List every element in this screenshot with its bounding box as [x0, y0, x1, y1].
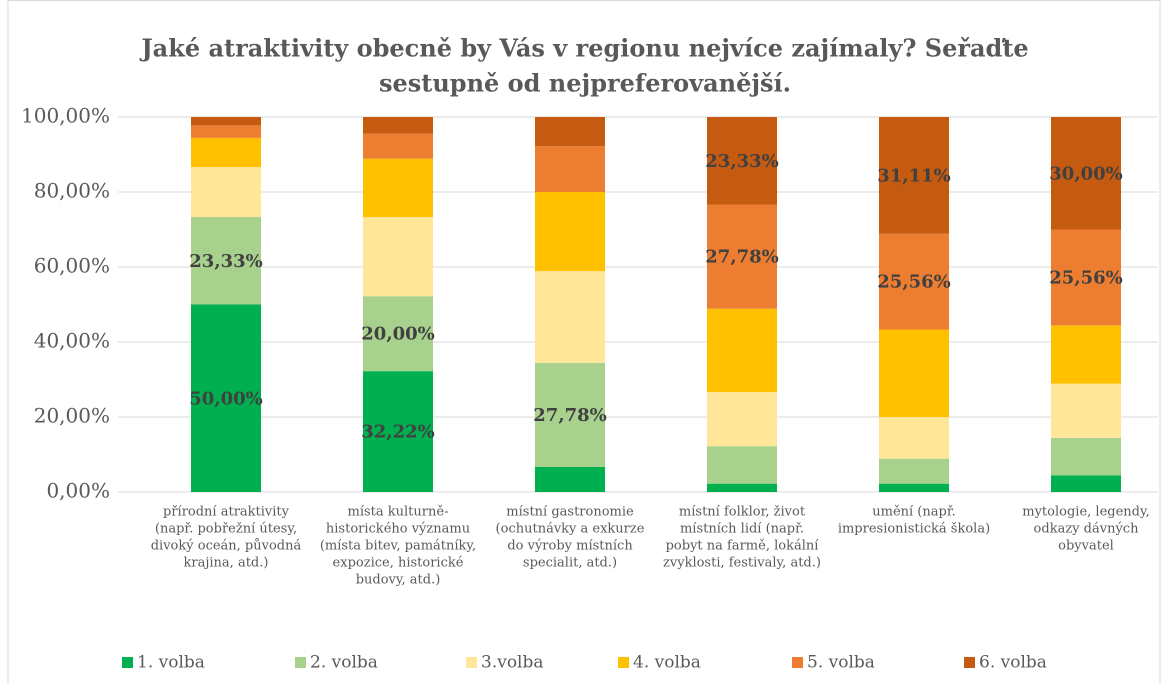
- data-label: 50,00%: [189, 388, 262, 409]
- bar-segment: [1051, 437, 1121, 476]
- x-tick-label: odkazy dávných: [1034, 522, 1140, 537]
- x-tick-label: (ochutnávky a exkurze: [496, 522, 645, 537]
- x-tick-label: místní gastronomie: [506, 505, 634, 520]
- x-tick-label: pobyt na farmě, lokální: [666, 539, 820, 554]
- data-label: 20,00%: [361, 324, 434, 345]
- x-tick-label: expozice, historické: [333, 556, 464, 571]
- bar-segment: [707, 446, 777, 484]
- legend-label: 3.volba: [481, 653, 544, 673]
- y-tick-label: 20,00%: [34, 404, 110, 428]
- bar-segment: [879, 329, 949, 417]
- bar-segment: [191, 125, 261, 138]
- data-label: 31,11%: [877, 165, 950, 186]
- x-tick-label: (např. pobřežní útesy,: [155, 522, 297, 537]
- bar-segment: [1051, 325, 1121, 384]
- legend-swatch: [792, 657, 803, 668]
- y-tick-label: 100,00%: [21, 104, 110, 128]
- bar-segment: [1051, 475, 1121, 492]
- y-tick-label: 40,00%: [34, 329, 110, 353]
- x-tick-label: místa kulturně-: [348, 505, 449, 520]
- x-tick-label: místních lidí (např.: [680, 522, 804, 537]
- legend-label: 5. volba: [807, 653, 875, 673]
- x-tick-label: zvyklosti, festivaly, atd.): [663, 556, 821, 571]
- x-tick-label: divoký oceán, původná: [151, 538, 302, 554]
- bar-segment: [363, 296, 433, 372]
- bar-segment: [191, 217, 261, 305]
- bar-segment: [707, 308, 777, 393]
- legend-swatch: [964, 657, 975, 668]
- x-tick-label: obyvatel: [1058, 539, 1114, 554]
- bar-segment: [1051, 229, 1121, 326]
- y-tick-label: 60,00%: [34, 254, 110, 278]
- bar-segment: [363, 117, 433, 134]
- bar-segment: [191, 304, 261, 492]
- bar-segment: [363, 371, 433, 492]
- bar-segment: [707, 204, 777, 309]
- bar-segment: [879, 233, 949, 330]
- legend-swatch: [295, 657, 306, 668]
- x-tick-label: (místa bitev, památníky,: [320, 539, 476, 554]
- bar-segment: [707, 392, 777, 447]
- bar-segment: [535, 146, 605, 192]
- bar-segment: [191, 117, 261, 126]
- bar-segment: [879, 117, 949, 234]
- chart-title: sestupně od nejpreferovanější.: [379, 69, 791, 98]
- y-tick-label: 0,00%: [46, 479, 110, 503]
- bar-segment: [1051, 117, 1121, 230]
- chart-title: Jaké atraktivity obecně by Vás v regionu…: [139, 34, 1028, 63]
- bar-segment: [535, 362, 605, 467]
- legend-label: 4. volba: [633, 653, 701, 673]
- data-label: 25,56%: [1049, 267, 1122, 288]
- x-tick-label: krajina, atd.): [184, 556, 269, 571]
- bar-segment: [1051, 383, 1121, 438]
- x-tick-label: impresionistická škola): [838, 522, 990, 537]
- bar-segment: [535, 466, 605, 492]
- data-label: 30,00%: [1049, 163, 1122, 184]
- data-label: 27,78%: [705, 247, 778, 268]
- x-tick-label: specialit, atd.): [523, 556, 617, 571]
- data-label: 23,33%: [705, 151, 778, 172]
- bar-segment: [191, 167, 261, 218]
- data-label: 27,78%: [533, 405, 606, 426]
- bar-segment: [191, 137, 261, 168]
- bar-segment: [535, 117, 605, 147]
- bar-segment: [363, 158, 433, 218]
- legend-label: 2. volba: [310, 653, 378, 673]
- y-tick-label: 80,00%: [34, 179, 110, 203]
- bar-segment: [879, 458, 949, 484]
- bar-segment: [879, 483, 949, 492]
- bar-segment: [707, 483, 777, 492]
- x-tick-label: mytologie, legendy,: [1022, 505, 1149, 520]
- legend-label: 6. volba: [979, 653, 1047, 673]
- legend-swatch: [122, 657, 133, 668]
- bar-segment: [535, 271, 605, 363]
- x-tick-label: historického významu: [326, 522, 470, 537]
- bar-segment: [363, 217, 433, 297]
- bar-segment: [879, 417, 949, 459]
- x-tick-label: umění (např.: [872, 505, 956, 520]
- x-tick-label: místní folklor, život: [679, 505, 806, 520]
- bar-segment: [535, 192, 605, 272]
- bar-segment: [707, 117, 777, 205]
- legend-label: 1. volba: [137, 653, 205, 673]
- x-tick-label: do výroby místních: [507, 539, 633, 554]
- data-label: 32,22%: [361, 422, 434, 443]
- data-label: 23,33%: [189, 251, 262, 272]
- bar-segment: [363, 133, 433, 159]
- legend-swatch: [618, 657, 629, 668]
- data-label: 25,56%: [877, 272, 950, 293]
- legend-swatch: [466, 657, 477, 668]
- x-tick-label: přírodní atraktivity: [163, 505, 290, 520]
- x-tick-label: budovy, atd.): [356, 573, 441, 588]
